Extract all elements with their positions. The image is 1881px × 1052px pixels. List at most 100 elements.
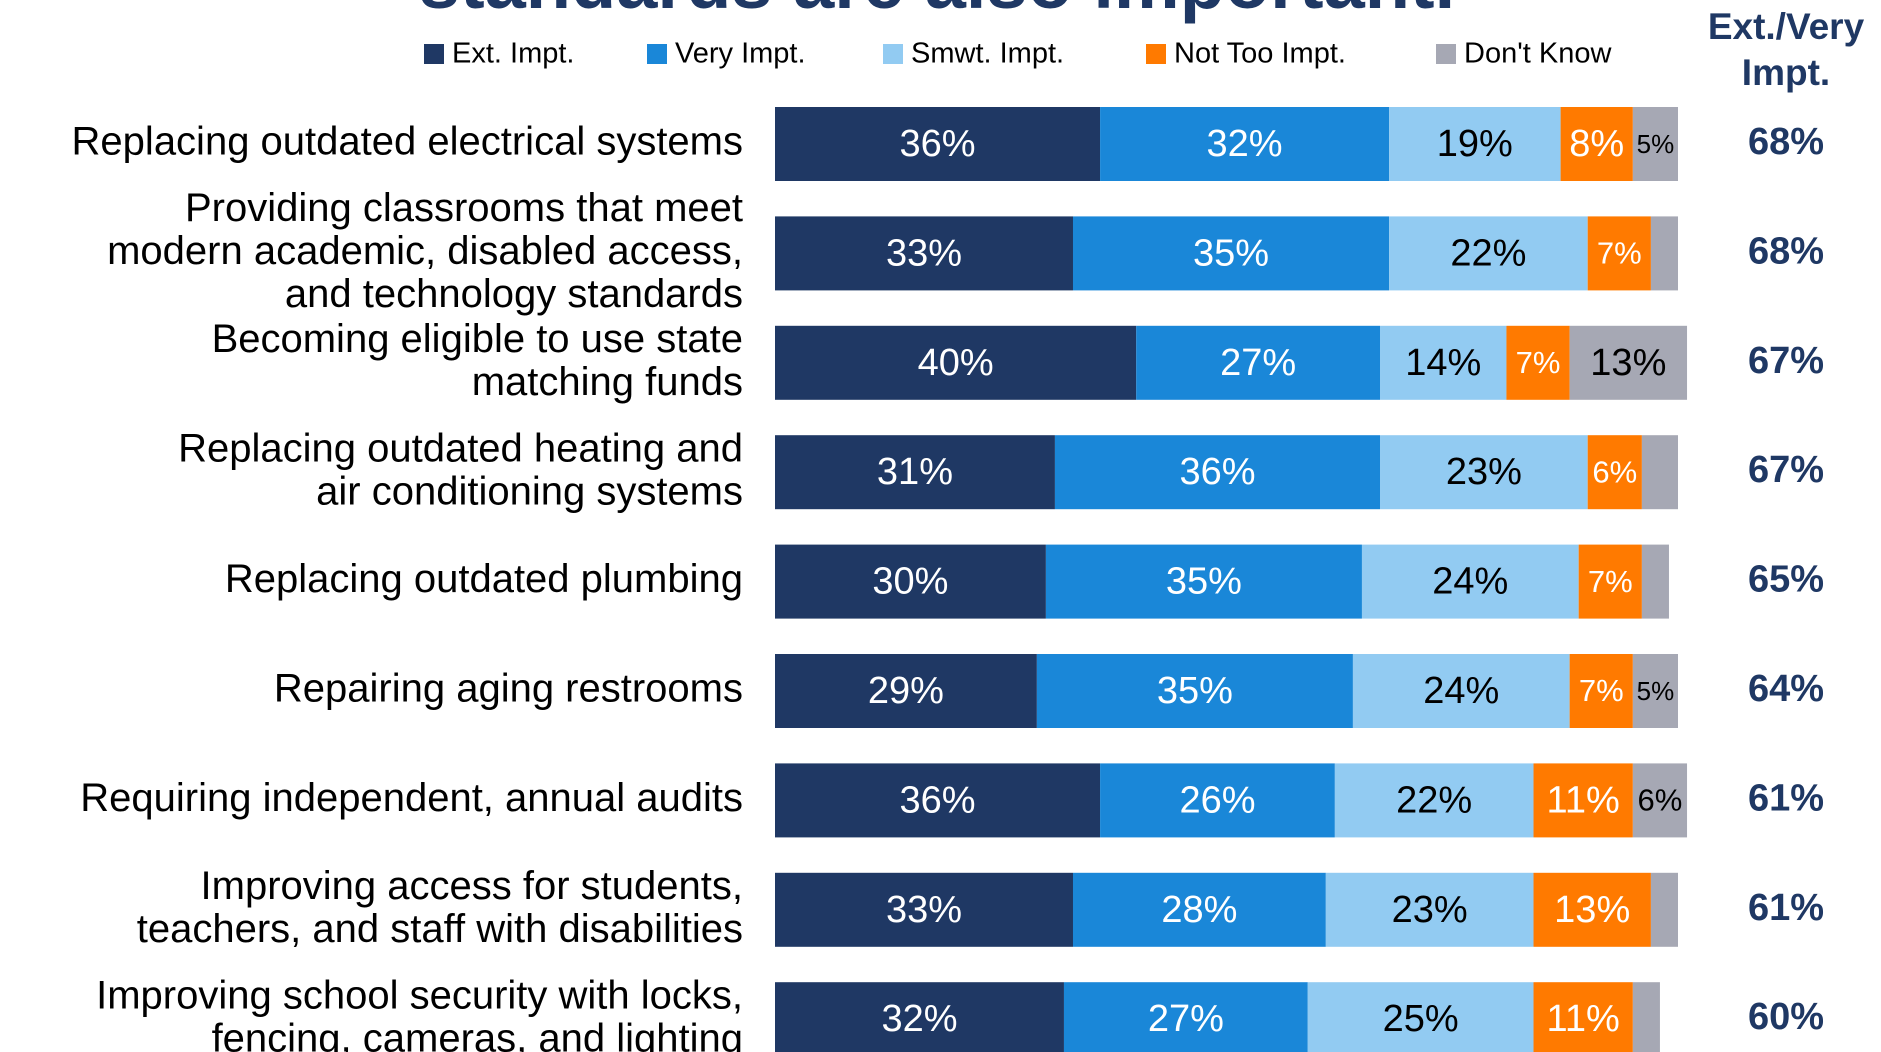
category-label: Replacing outdated electrical systems — [72, 120, 743, 164]
bar-segment — [1632, 982, 1660, 1052]
category-label: Replacing outdated plumbing — [225, 557, 743, 601]
legend-swatch — [647, 44, 667, 64]
bar-segment — [1578, 544, 1642, 619]
bar-segment — [775, 325, 1137, 400]
value-label: 26% — [1179, 779, 1255, 821]
category-label: air conditioning systems — [316, 469, 743, 513]
category-label: Becoming eligible to use state — [212, 317, 743, 361]
value-label: 11% — [1547, 998, 1620, 1040]
bar-segment — [1650, 872, 1678, 947]
bar-segment — [1307, 982, 1534, 1052]
category-label: and technology standards — [285, 272, 743, 316]
value-label: 7% — [1579, 673, 1624, 708]
legend-label: Very Impt. — [675, 38, 806, 70]
bar-segment — [1389, 216, 1588, 291]
legend-swatch — [1436, 44, 1456, 64]
category-label: Providing classrooms that meet — [185, 186, 743, 230]
value-label: 31% — [877, 451, 953, 493]
value-label: 28% — [1161, 889, 1237, 931]
category-label: Improving school security with locks, — [96, 973, 743, 1017]
total-label: 68% — [1748, 121, 1824, 163]
bar-segment — [1325, 872, 1534, 947]
bar-segment — [1100, 107, 1390, 181]
legend-label: Ext. Impt. — [452, 38, 574, 70]
value-label: 23% — [1446, 451, 1522, 493]
category-label: Improving access for students, — [201, 864, 743, 908]
category-label: teachers, and staff with disabilities — [137, 907, 743, 951]
bar-segment — [1641, 544, 1669, 619]
bar-segment — [1533, 872, 1651, 947]
bar-segment — [1389, 107, 1561, 181]
value-label: 23% — [1392, 889, 1468, 931]
value-label: 30% — [872, 561, 948, 603]
category-label: modern academic, disabled access, — [107, 229, 743, 273]
value-label: 35% — [1157, 670, 1233, 712]
value-label: 27% — [1148, 998, 1224, 1040]
value-label: 27% — [1220, 342, 1296, 384]
bar-segment — [1136, 325, 1381, 400]
value-label: 7% — [1516, 345, 1561, 380]
category-label: fencing, cameras, and lighting — [212, 1016, 743, 1052]
total-label: 68% — [1748, 230, 1824, 272]
total-label: 61% — [1748, 777, 1824, 819]
value-label: 36% — [900, 779, 976, 821]
bar-segment — [1063, 982, 1308, 1052]
value-label: 11% — [1547, 779, 1620, 821]
bar-segment — [775, 107, 1101, 181]
total-label: 67% — [1748, 340, 1824, 382]
totals-header: Impt. — [1742, 52, 1830, 93]
category-label: Replacing outdated heating and — [178, 426, 743, 470]
value-label: 32% — [881, 998, 957, 1040]
value-label: 36% — [1179, 451, 1255, 493]
bar-segment — [775, 544, 1046, 619]
bar-segment — [1036, 654, 1353, 728]
legend-label: Not Too Impt. — [1174, 38, 1346, 70]
legend-label: Smwt. Impt. — [911, 38, 1064, 70]
value-label: 7% — [1588, 564, 1633, 599]
bar-segment — [775, 216, 1073, 291]
bar-segment — [775, 982, 1064, 1052]
bar-segment — [775, 763, 1101, 838]
value-label: 33% — [886, 889, 962, 931]
value-label: 25% — [1383, 998, 1459, 1040]
value-label: 35% — [1166, 561, 1242, 603]
legend-swatch — [424, 44, 444, 64]
value-label: 5% — [1637, 676, 1675, 706]
bar-segment — [1587, 435, 1642, 510]
value-label: 33% — [886, 232, 962, 274]
bar-segment — [1072, 216, 1390, 291]
category-label: Repairing aging restrooms — [274, 667, 743, 711]
value-label: 13% — [1590, 342, 1666, 384]
legend-swatch — [1146, 44, 1166, 64]
value-label: 8% — [1569, 123, 1624, 165]
bar-segment — [1334, 763, 1534, 838]
chart-title: standards are also important. — [419, 0, 1455, 24]
bar-segment — [1380, 325, 1507, 400]
bar-segment — [1352, 654, 1570, 728]
value-label: 24% — [1432, 561, 1508, 603]
value-label: 14% — [1405, 342, 1481, 384]
value-label: 36% — [900, 123, 976, 165]
bar-segment — [1560, 107, 1633, 181]
total-label: 61% — [1748, 887, 1824, 929]
bar-segment — [1569, 654, 1633, 728]
bar-segment — [1533, 763, 1633, 838]
legend-swatch — [883, 44, 903, 64]
value-label: 29% — [868, 670, 944, 712]
value-label: 6% — [1592, 454, 1637, 489]
bar-segment — [1569, 325, 1688, 400]
bar-segment — [1054, 435, 1381, 510]
bar-segment — [775, 654, 1037, 728]
bar-segment — [1587, 216, 1651, 291]
total-label: 64% — [1748, 668, 1824, 710]
bar-segment — [775, 872, 1073, 947]
bar-segment — [1632, 654, 1678, 728]
bar-segment — [1380, 435, 1588, 510]
bar-segment — [1632, 763, 1688, 838]
bar-segment — [1045, 544, 1362, 619]
bar-segment — [1100, 763, 1335, 838]
total-label: 67% — [1748, 449, 1824, 491]
bar-segment — [1506, 325, 1570, 400]
value-label: 19% — [1437, 123, 1513, 165]
